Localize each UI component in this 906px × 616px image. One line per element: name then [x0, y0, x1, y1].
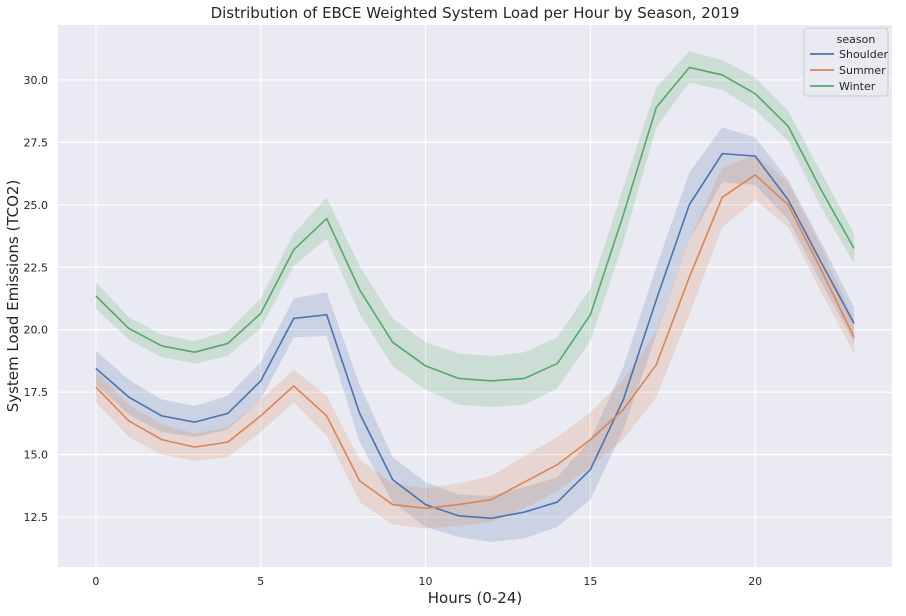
- legend-label-summer: Summer: [839, 64, 886, 77]
- y-tick-label: 25.0: [24, 199, 49, 212]
- x-tick-label: 15: [583, 575, 597, 588]
- ci-band-shoulder: [95, 127, 855, 543]
- series-lines: [95, 66, 855, 520]
- x-tick-label: 10: [419, 575, 433, 588]
- y-tick-label: 12.5: [24, 511, 49, 524]
- legend-label-shoulder: Shoulder: [839, 48, 888, 61]
- y-tick-label: 22.5: [24, 261, 49, 274]
- x-axis-label: Hours (0-24): [428, 589, 522, 607]
- confidence-bands: [95, 51, 855, 543]
- y-axis-label: System Load Emissions (TCO2): [4, 180, 22, 413]
- grid: [58, 25, 892, 567]
- plot-background: [58, 25, 892, 567]
- x-tick-label: 20: [748, 575, 762, 588]
- legend-items: Shoulder Summer Winter: [810, 48, 888, 93]
- y-tick-label: 17.5: [24, 386, 49, 399]
- x-axis-ticks: 0 5 10 15 20: [92, 575, 762, 588]
- series-line-summer: [95, 174, 855, 510]
- legend-frame: [803, 27, 889, 97]
- y-tick-label: 20.0: [24, 324, 49, 337]
- chart-title: Distribution of EBCE Weighted System Loa…: [211, 4, 740, 22]
- x-tick-label: 0: [92, 575, 99, 588]
- legend-label-winter: Winter: [839, 80, 876, 93]
- y-tick-label: 30.0: [24, 74, 49, 87]
- y-axis-ticks: 12.5 15.0 17.5 20.0 22.5 25.0 27.5 30.0: [24, 74, 49, 524]
- ci-band-summer: [95, 154, 855, 529]
- y-tick-label: 15.0: [24, 449, 49, 462]
- legend-title: season: [837, 33, 876, 46]
- series-line-shoulder: [95, 152, 855, 520]
- x-tick-label: 5: [257, 575, 264, 588]
- legend: season Shoulder Summer Winter: [803, 27, 889, 97]
- series-line-winter: [95, 66, 855, 382]
- y-tick-label: 27.5: [24, 136, 49, 149]
